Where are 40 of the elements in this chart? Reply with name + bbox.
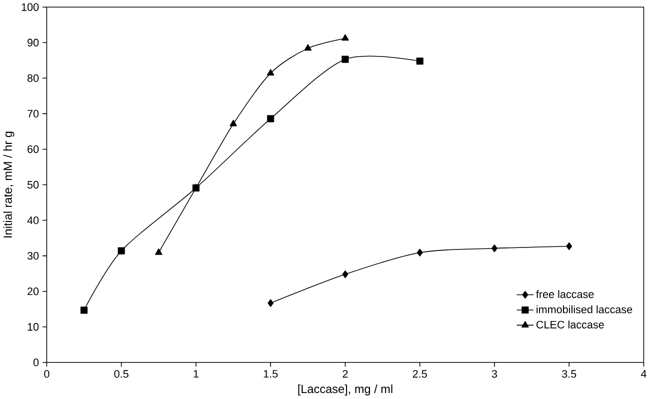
y-tick-label: 80 (28, 74, 39, 82)
y-tick-label: 30 (27, 252, 39, 260)
x-tick-label: 0.5 (114, 370, 128, 378)
point (342, 270, 348, 278)
point (118, 247, 125, 254)
y-tick-label: 20 (28, 288, 39, 296)
x-tick-label: 2 (342, 370, 348, 378)
y-tick-label: 0 (33, 358, 39, 366)
x-tick-label: 1 (194, 370, 198, 378)
point (268, 299, 274, 308)
legend-label: CLEC laccase (536, 320, 604, 329)
x-tick-label: 2.5 (412, 370, 427, 378)
y-tick-label: 10 (28, 323, 39, 331)
x-tick-label: 0 (44, 370, 50, 378)
point (342, 34, 349, 41)
y-tick-label: 90 (28, 38, 39, 47)
x-tick-label: 4 (640, 370, 646, 378)
point (566, 242, 572, 250)
point (266, 69, 274, 76)
point (304, 44, 312, 51)
point (416, 58, 424, 65)
legend-label: immobilised laccase (536, 305, 632, 314)
legend-label: free laccase (536, 290, 594, 298)
x-tick-label: 3 (492, 370, 497, 378)
x-axis-title: [Laccase], mg / ml (298, 384, 392, 396)
y-tick-label: 100 (22, 3, 39, 12)
y-tick-label: 50 (27, 181, 39, 189)
point (342, 56, 349, 63)
y-tick-label: 40 (27, 216, 39, 224)
point (416, 248, 423, 257)
point (491, 244, 498, 252)
point (267, 115, 274, 122)
x-tick-label: 3.5 (562, 370, 576, 378)
y-tick-label: 70 (28, 110, 39, 118)
point (230, 120, 237, 126)
point (155, 248, 162, 255)
point (80, 306, 88, 314)
x-tick-label: 1.5 (264, 370, 278, 378)
y-tick-label: 60 (28, 146, 39, 154)
y-axis-title: Initial rate, mM / hr g (3, 132, 14, 238)
